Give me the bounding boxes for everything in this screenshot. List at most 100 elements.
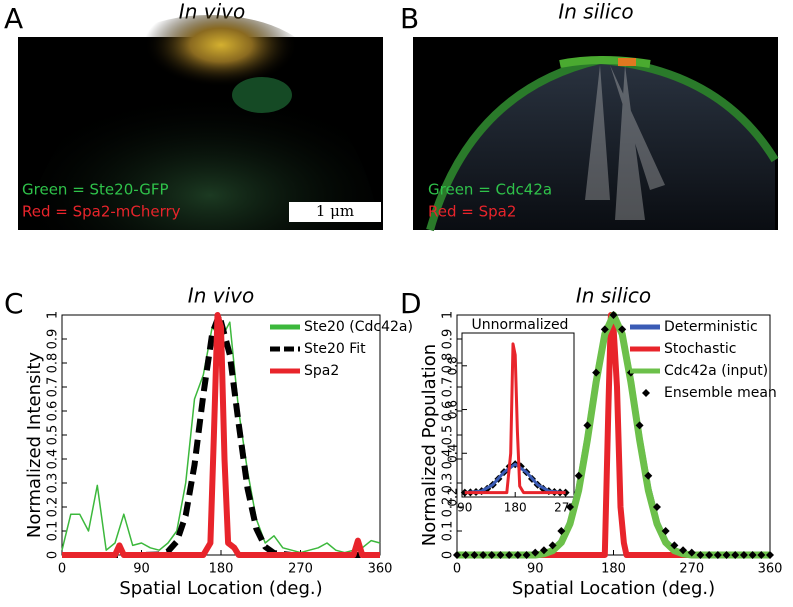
marker [453,551,461,559]
legend-label: Ste20 (Cdc42a) [304,319,413,335]
inset-title: Unnormalized [472,317,569,333]
line [457,312,770,558]
chart-title: In silico [576,284,651,308]
y-tick-label: 0.4 [446,444,460,463]
y-tick-label: 0.5 [46,425,61,446]
marker [713,551,722,559]
y-tick-label: 1 [46,311,61,319]
marker [583,421,592,430]
marker [722,551,731,559]
panel-title: In silico [558,0,633,24]
marker [696,551,705,559]
marker [731,551,740,559]
y-tick-label: 0.6 [46,401,61,422]
marker [635,421,644,430]
x-tick-label: 90 [457,501,472,515]
legend-label: Spa2 [304,363,339,379]
micrograph [18,15,383,230]
y-tick-label: 0.2 [46,497,61,518]
y-tick-label: 0.1 [441,521,456,542]
marker [757,551,766,559]
x-tick-label: 270 [679,562,704,577]
marker [522,551,531,559]
x-tick-label: 180 [209,562,234,577]
x-tick-label: 0 [58,562,66,577]
x-tick-label: 90 [527,562,544,577]
panel-letter: D [400,287,422,320]
legend-label: Ensemble mean [664,385,777,401]
marker [652,503,661,511]
panel-letter: B [400,2,419,35]
panel-letter: A [4,2,23,35]
marker [539,546,548,555]
marker [705,551,714,559]
y-tick-label: 0.8 [441,353,456,374]
marker [670,541,679,550]
y-tick-label: 0.9 [46,329,61,350]
y-tick-label: 0.2 [441,497,456,518]
marker [470,551,479,559]
y-tick-label: 1 [441,311,456,319]
marker [566,503,575,511]
marker [479,551,488,559]
y-tick-label: 0.8 [446,356,460,375]
marker [687,548,696,557]
marker [461,551,470,559]
marker [505,551,514,559]
y-axis-label: Normalized Population [419,344,440,546]
x-tick-label: 90 [133,562,150,577]
y-tick-label: 0.6 [446,400,460,419]
marker [548,541,557,550]
marker [487,551,496,559]
y-tick-label: 0.3 [46,473,61,494]
scale-label: 1 μm [316,202,354,220]
legend-label: Cdc42a (input) [664,363,768,379]
y-tick-label: 0.7 [441,377,456,398]
x-axis-label: Spatial Location (deg.) [119,578,322,599]
y-tick-label: 0.5 [441,425,456,446]
y-tick-label: 0.4 [441,449,456,470]
legend-marker [642,389,650,397]
x-tick-label: 180 [504,501,527,515]
y-tick-label: 0.3 [441,473,456,494]
y-tick-label: 0.1 [46,521,61,542]
marker [513,551,522,559]
marker [644,471,653,480]
marker [739,551,748,559]
chart-title: In vivo [188,284,254,308]
x-tick-label: 180 [601,562,626,577]
marker [766,551,774,559]
caption: Red = Spa2 [428,203,516,221]
marker [557,527,566,535]
line [62,312,380,558]
x-tick-label: 0 [453,562,461,577]
marker [496,551,505,559]
marker [618,325,627,334]
y-tick-label: 0.8 [46,353,61,374]
x-axis-label: Spatial Location (deg.) [512,578,715,599]
marker [600,325,609,334]
x-tick-label: 270 [288,562,313,577]
legend-label: Deterministic [664,319,758,335]
scale-bar [289,202,381,222]
y-tick-label: 0.6 [441,401,456,422]
x-tick-label: 360 [368,562,393,577]
marker [531,548,540,557]
y-tick-label: 0 [46,551,61,559]
y-tick-label: 0.9 [441,329,456,350]
line [464,462,566,495]
marker [679,546,688,555]
panel-letter: C [4,287,24,320]
marker [748,551,757,559]
caption: Red = Spa2-mCherry [22,203,181,221]
y-tick-label: 0.4 [46,449,61,470]
simulation-image [413,37,779,232]
y-tick-label: 0.7 [46,377,61,398]
y-tick-label: 0 [441,551,456,559]
marker [661,527,670,535]
line [464,342,566,495]
marker [609,311,618,319]
x-tick-label: 360 [758,562,783,577]
y-tick-label: 0.2 [446,487,460,506]
